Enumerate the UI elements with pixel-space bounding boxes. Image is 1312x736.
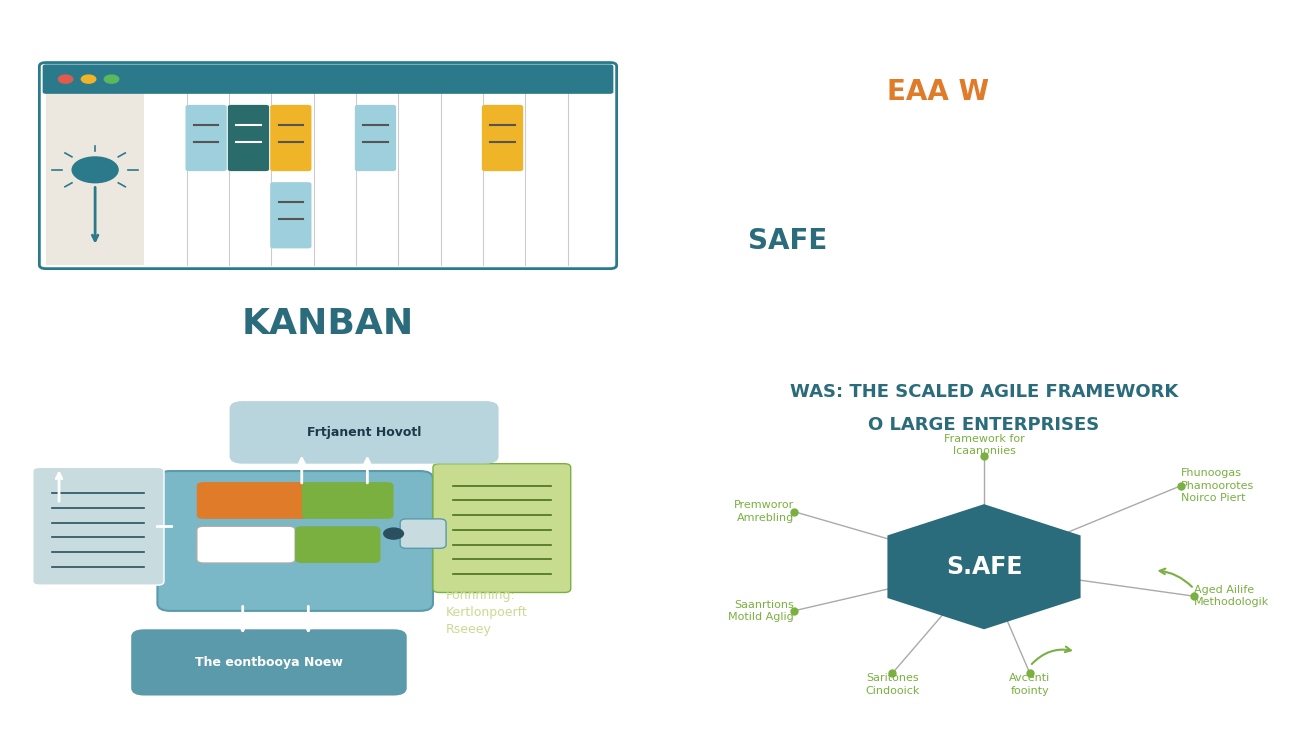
Text: KANBAN: KANBAN [241,307,415,341]
Text: Saoeintictals to
scaling Agile
Metthdce bcb stsiy
afiotdscere
aglien mothologies: Saoeintictals to scaling Agile Metthdce … [1135,15,1241,104]
FancyBboxPatch shape [400,519,446,548]
Text: EAA W: EAA W [887,78,989,106]
Text: SAFE: SAFE [748,227,827,255]
Text: WAS: THE SCALED AGILE FRAMEWORK: WAS: THE SCALED AGILE FRAMEWORK [790,383,1178,400]
Text: Saanrtions
Motild Aglig: Saanrtions Motild Aglig [728,600,794,622]
Text: Pohnnning:
Kertlonpoerft
Rseeey: Pohnnning: Kertlonpoerft Rseeey [446,589,527,636]
FancyBboxPatch shape [185,105,227,171]
Text: Saritones
Cindooick: Saritones Cindooick [865,673,920,696]
FancyBboxPatch shape [302,482,394,519]
Polygon shape [887,504,1081,629]
Circle shape [383,528,403,539]
FancyBboxPatch shape [230,401,499,464]
Text: Fhunoogas
Phamoorotes
Noirco Piert: Fhunoogas Phamoorotes Noirco Piert [1181,468,1254,503]
FancyBboxPatch shape [39,63,617,269]
Text: Framework scated
Agle imethaaodecies
to lte Rlleeledon 1erd
britohe faoetrulirie: Framework scated Agle imethaaodecies to … [892,158,1013,234]
Text: S.AFE: S.AFE [946,555,1022,578]
Text: Premworor
Amrebling: Premworor Amrebling [733,500,794,523]
FancyBboxPatch shape [433,464,571,592]
FancyBboxPatch shape [270,105,311,171]
Text: Framework for
lcaanoniies: Framework for lcaanoniies [943,434,1025,456]
FancyBboxPatch shape [157,471,433,611]
FancyBboxPatch shape [46,92,144,265]
Circle shape [59,75,73,83]
FancyBboxPatch shape [354,105,396,171]
FancyBboxPatch shape [131,629,407,696]
Text: Through
focfbn stlow: Through focfbn stlow [702,163,778,191]
FancyBboxPatch shape [228,105,269,171]
FancyBboxPatch shape [689,191,886,291]
Circle shape [72,157,118,183]
FancyBboxPatch shape [197,482,308,519]
Circle shape [105,75,119,83]
Text: Visuall Aouited
Wortflow managemers
imrpoving flow: Visuall Aouited Wortflow managemers imrp… [26,412,199,467]
Circle shape [81,75,96,83]
FancyBboxPatch shape [197,526,295,563]
Text: O LARGE ENTERPRISES: O LARGE ENTERPRISES [869,416,1099,434]
Text: The eontbooya Noew: The eontbooya Noew [195,656,342,669]
FancyBboxPatch shape [270,182,311,249]
FancyBboxPatch shape [42,65,614,93]
FancyBboxPatch shape [482,105,523,171]
Text: Aged Ailife
Methodologik: Aged Ailife Methodologik [1194,585,1269,607]
FancyBboxPatch shape [33,467,164,585]
FancyBboxPatch shape [820,29,1056,155]
FancyBboxPatch shape [295,526,380,563]
Text: Frtjanent Hovotl: Frtjanent Hovotl [307,426,421,439]
Text: Avcenti
foointy: Avcenti foointy [1009,673,1051,696]
